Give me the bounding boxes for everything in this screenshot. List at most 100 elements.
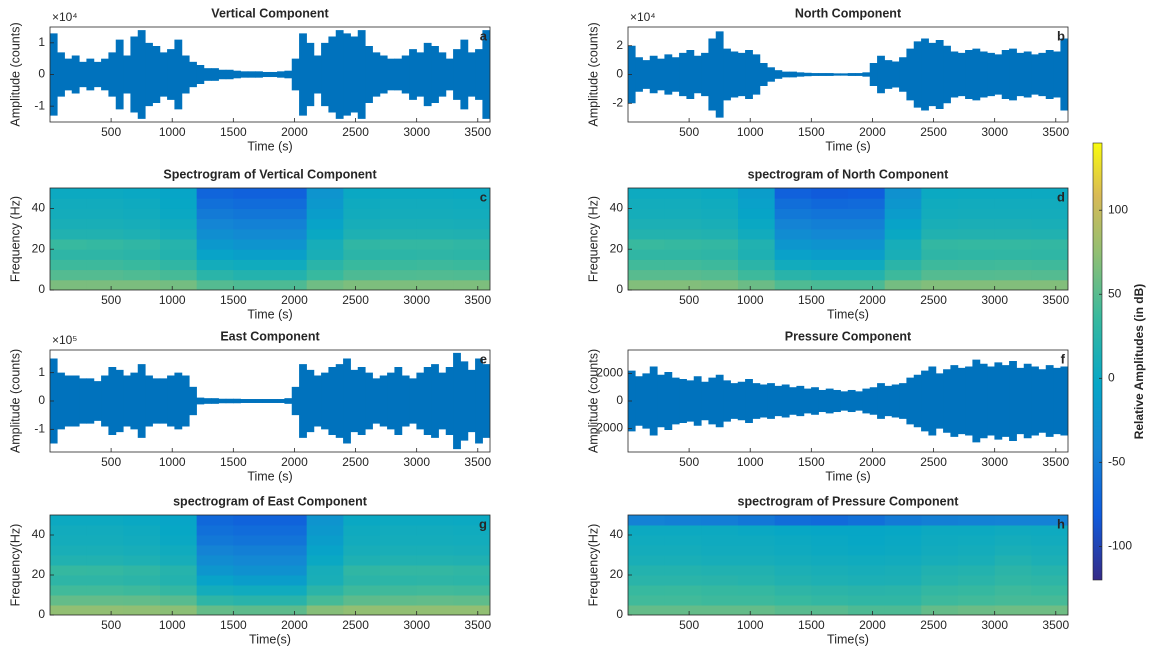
chart-title: spectrogram of East Component [173, 494, 368, 508]
x-axis-label: Time(s) [827, 307, 869, 321]
x-tick-label: 500 [101, 125, 121, 139]
heatmap-cell [160, 198, 198, 209]
heatmap-cell [958, 585, 996, 596]
heatmap-cell [416, 259, 454, 271]
x-tick-label: 1000 [159, 455, 186, 469]
heatmap-cell [380, 218, 418, 230]
heatmap-cell [416, 535, 454, 546]
heatmap-cell [628, 218, 666, 230]
heatmap-cell [233, 565, 271, 576]
heatmap-cell [1031, 605, 1068, 615]
heatmap-cell [1031, 545, 1068, 556]
x-tick-label: 1000 [159, 293, 186, 307]
colorbar-tick-label: -100 [1108, 539, 1132, 553]
y-axis-label: Frequency(Hz) [586, 524, 600, 607]
heatmap-cell [628, 555, 666, 566]
heatmap-cell [774, 218, 812, 230]
heatmap-cell [380, 279, 418, 290]
x-tick-label: 2000 [281, 125, 308, 139]
heatmap-cell [811, 565, 849, 576]
heatmap-cell [921, 198, 959, 209]
heatmap-cell [123, 208, 161, 220]
heatmap-cell [701, 259, 739, 271]
heatmap-cell [50, 279, 88, 290]
heatmap-cell [958, 259, 996, 271]
heatmap-cell [86, 585, 124, 596]
x-tick-label: 2500 [920, 618, 947, 632]
heatmap-cell [343, 249, 381, 260]
heatmap-cell [306, 605, 344, 615]
colorbar-tick-label: 0 [1108, 370, 1115, 384]
heatmap-cell [453, 208, 490, 220]
heatmap-cell [738, 575, 776, 586]
heatmap-cell [628, 515, 666, 526]
chart-title: spectrogram of Pressure Component [738, 494, 960, 508]
heatmap-cell [884, 249, 922, 260]
heatmap-cell [884, 545, 922, 556]
heatmap-cell [958, 228, 996, 240]
x-tick-label: 500 [679, 618, 699, 632]
chart-title: East Component [220, 329, 320, 343]
heatmap-cell [86, 525, 124, 536]
heatmap-cell [994, 239, 1032, 250]
heatmap-cell [994, 595, 1032, 606]
heatmap-cell [306, 525, 344, 536]
heatmap-cell [453, 575, 490, 586]
heatmap-cell [811, 279, 849, 290]
heatmap-cell [701, 269, 739, 281]
y-tick-label: 0 [616, 607, 623, 621]
heatmap-cell [343, 269, 381, 281]
colorbar-label: Relative Amplitudes (in dB) [1132, 284, 1146, 440]
heatmap-cell [233, 585, 271, 596]
y-tick-label: 20 [32, 567, 46, 581]
heatmap-cell [921, 279, 959, 290]
heatmap-cell [123, 585, 161, 596]
heatmap-cell [664, 575, 702, 586]
x-tick-label: 2500 [342, 455, 369, 469]
heatmap-cell [848, 575, 886, 586]
heatmap-cell [921, 218, 959, 230]
heatmap-cell [958, 208, 996, 220]
heatmap-cell [343, 259, 381, 271]
y-tick-label: 0 [38, 282, 45, 296]
heatmap-cell [958, 575, 996, 586]
heatmap-cell [664, 279, 702, 290]
heatmap-cell [994, 565, 1032, 576]
heatmap-cell [921, 595, 959, 606]
heatmap-cell [738, 188, 776, 199]
heatmap-cell [884, 575, 922, 586]
x-tick-label: 3000 [981, 455, 1008, 469]
panel-label: e [480, 351, 487, 366]
heatmap-cell [343, 198, 381, 209]
heatmap-cell [160, 269, 198, 281]
heatmap-cell [270, 585, 308, 596]
heatmap-cell [160, 575, 198, 586]
heatmap-cell [343, 565, 381, 576]
heatmap-cell [416, 565, 454, 576]
heatmap-cell [628, 535, 666, 546]
heatmap-cell [270, 545, 308, 556]
heatmap-cell [848, 208, 886, 220]
heatmap-cell [774, 585, 812, 596]
axes-box [49, 187, 491, 291]
heatmap-cell [701, 228, 739, 240]
heatmap-cell [628, 198, 666, 209]
heatmap-cell [811, 218, 849, 230]
heatmap-cell [884, 515, 922, 526]
heatmap-cell [701, 198, 739, 209]
heatmap-cell [160, 208, 198, 220]
heatmap-cell [380, 249, 418, 260]
heatmap-cell [774, 198, 812, 209]
heatmap-cell [196, 208, 234, 220]
heatmap-cell [270, 218, 308, 230]
heatmap-cell [664, 249, 702, 260]
heatmap-cell [123, 595, 161, 606]
y-tick-label: 2 [616, 38, 623, 52]
heatmap-cell [196, 545, 234, 556]
heatmap-cell [1031, 208, 1068, 220]
x-tick-label: 1000 [737, 455, 764, 469]
heatmap-cell [958, 198, 996, 209]
x-tick-label: 500 [679, 293, 699, 307]
heatmap-cell [160, 218, 198, 230]
heatmap-cell [306, 239, 344, 250]
